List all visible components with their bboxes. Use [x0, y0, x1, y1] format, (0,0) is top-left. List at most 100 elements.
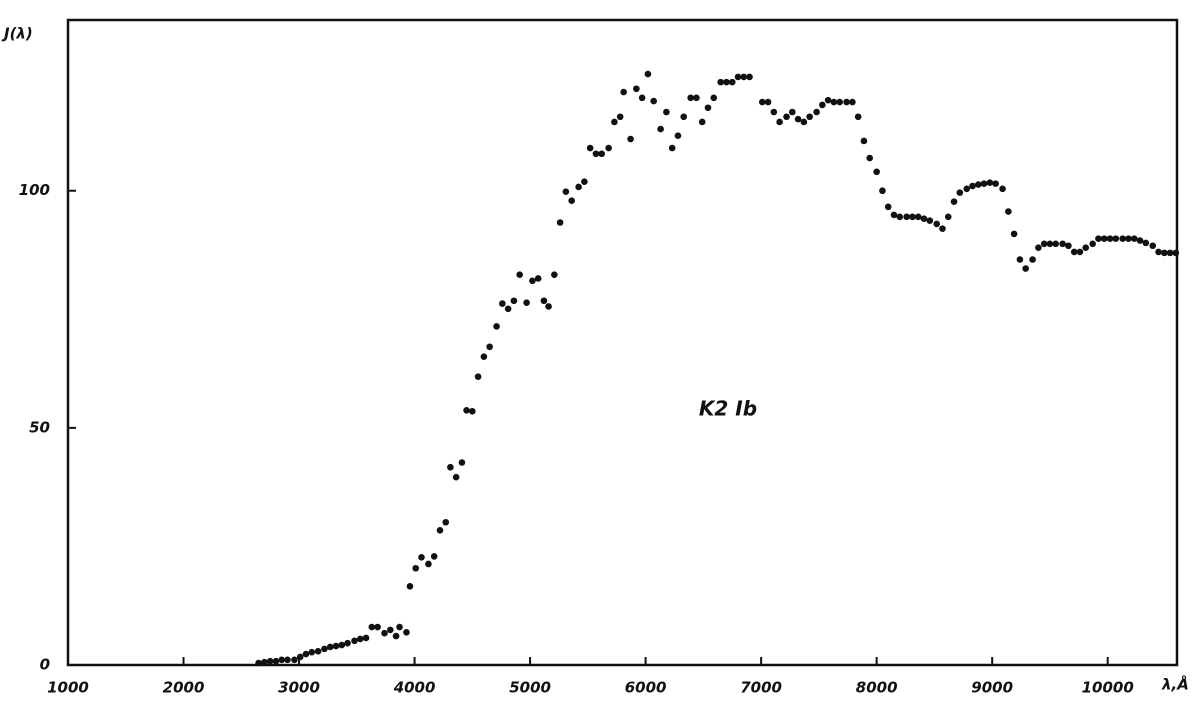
data-point — [794, 115, 802, 123]
data-point — [1125, 235, 1132, 242]
data-point — [873, 168, 880, 176]
data-point — [746, 73, 753, 81]
data-point — [1040, 240, 1048, 248]
data-point — [586, 144, 594, 152]
data-point — [387, 626, 394, 634]
data-point — [302, 650, 310, 658]
data-point — [278, 656, 286, 664]
data-point — [764, 98, 772, 106]
data-point — [516, 271, 523, 278]
data-point — [896, 213, 904, 221]
data-point — [866, 154, 874, 162]
data-point — [1076, 248, 1084, 256]
data-point — [291, 656, 298, 664]
data-point — [734, 73, 742, 81]
x-tick-label: 2000 — [163, 679, 205, 697]
data-point — [381, 629, 388, 637]
data-point — [266, 657, 274, 665]
data-point — [849, 98, 856, 106]
data-point — [687, 94, 694, 102]
x-tick-label: 1000 — [47, 679, 89, 697]
data-point — [806, 113, 813, 121]
data-point — [980, 180, 988, 187]
data-point — [1052, 240, 1060, 248]
data-point — [463, 407, 470, 414]
data-point — [442, 518, 450, 526]
data-point — [1022, 265, 1029, 272]
data-point — [412, 564, 420, 572]
data-point — [627, 135, 634, 143]
data-point — [1119, 235, 1127, 242]
data-point — [836, 98, 843, 106]
data-point — [758, 98, 766, 106]
data-point — [813, 108, 820, 116]
data-point — [314, 647, 322, 655]
data-point — [1005, 208, 1012, 215]
data-point — [540, 297, 548, 305]
data-point — [469, 407, 476, 415]
data-point — [272, 657, 280, 665]
data-point — [1065, 242, 1072, 250]
data-point — [568, 197, 575, 204]
data-point — [1106, 235, 1114, 242]
data-point — [523, 299, 530, 306]
y-tick-label: 0 — [40, 656, 50, 674]
data-point — [879, 187, 886, 195]
data-point — [926, 217, 934, 224]
data-point — [351, 637, 358, 645]
data-point — [284, 656, 291, 664]
data-point — [308, 648, 316, 656]
data-point — [362, 634, 370, 642]
data-point — [356, 635, 364, 643]
data-point — [717, 78, 724, 86]
y-axis-label: J(λ) — [1, 25, 33, 43]
data-point — [529, 277, 536, 285]
data-point — [933, 220, 941, 228]
x-tick-label: 7000 — [740, 679, 782, 697]
data-point — [1136, 237, 1144, 244]
data-point — [598, 150, 606, 158]
data-point — [616, 113, 624, 121]
data-point — [556, 219, 564, 226]
data-point — [368, 623, 376, 631]
data-point — [452, 473, 460, 481]
data-point — [789, 108, 796, 116]
data-point — [338, 641, 346, 649]
data-point — [396, 623, 403, 631]
data-point — [693, 94, 700, 102]
data-point — [1166, 249, 1174, 257]
data-point — [1059, 240, 1066, 248]
data-point — [480, 353, 488, 361]
data-point — [903, 213, 910, 221]
data-point — [963, 185, 971, 193]
data-point — [824, 96, 832, 104]
data-point — [663, 108, 670, 116]
data-point — [321, 645, 328, 653]
data-point — [545, 303, 552, 310]
data-point — [740, 73, 748, 81]
data-point — [1035, 244, 1042, 251]
data-point — [674, 132, 682, 140]
data-point — [1149, 242, 1157, 250]
data-point — [562, 188, 570, 195]
data-point — [860, 137, 868, 145]
data-point — [698, 118, 706, 126]
data-point — [986, 179, 994, 186]
data-point — [830, 98, 838, 106]
data-point — [255, 659, 262, 667]
data-point — [1142, 239, 1150, 247]
data-point — [575, 183, 582, 191]
x-tick-label: 6000 — [625, 679, 667, 697]
data-point — [374, 623, 381, 631]
x-tick-label: 5000 — [509, 679, 551, 697]
data-point — [944, 213, 952, 221]
data-point — [956, 189, 964, 196]
y-tick-label: 50 — [29, 418, 50, 436]
data-point — [728, 78, 736, 86]
data-point — [403, 628, 410, 636]
data-point — [493, 323, 500, 330]
y-tick-label: 100 — [19, 181, 50, 199]
data-point — [950, 198, 958, 205]
data-point — [499, 300, 506, 307]
